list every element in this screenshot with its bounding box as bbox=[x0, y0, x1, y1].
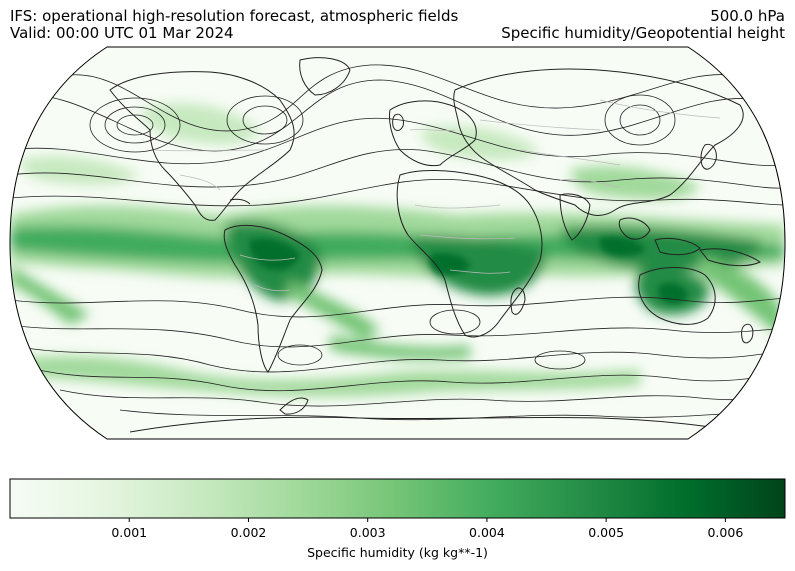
colorbar-ticks: 0.001 0.002 0.003 0.004 0.005 0.006 bbox=[111, 518, 743, 540]
map-outline bbox=[9, 46, 786, 440]
colorbar-tick-label: 0.004 bbox=[469, 525, 505, 540]
geopotential-contours bbox=[10, 64, 785, 421]
title-left-line1: IFS: operational high-resolution forecas… bbox=[10, 7, 459, 25]
coastlines bbox=[109, 57, 761, 433]
colorbar-tick-label: 0.002 bbox=[231, 525, 267, 540]
title-right-line1: 500.0 hPa bbox=[710, 7, 785, 25]
colorbar-tick-label: 0.006 bbox=[707, 525, 743, 540]
map-panel bbox=[9, 46, 786, 440]
country-borders bbox=[154, 99, 721, 292]
title-right-line2: Specific humidity/Geopotential height bbox=[501, 24, 785, 42]
colorbar-label: Specific humidity (kg kg**-1) bbox=[307, 545, 488, 560]
title-left-line2: Valid: 00:00 UTC 01 Mar 2024 bbox=[10, 24, 234, 42]
colorbar-tick-label: 0.005 bbox=[588, 525, 624, 540]
colorbar-tick-label: 0.003 bbox=[350, 525, 386, 540]
colorbar-gradient bbox=[9, 478, 786, 519]
colorbar-tick-label: 0.001 bbox=[111, 525, 147, 540]
